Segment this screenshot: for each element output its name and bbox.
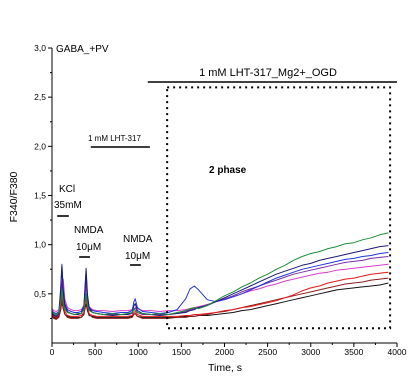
x-tick-label: 500 (88, 347, 102, 357)
trace-line-4 (51, 263, 389, 312)
x-tick-label: 1000 (129, 347, 148, 357)
nmda-1-label: NMDA (74, 225, 104, 236)
y-tick-label: 3,0 (34, 43, 46, 53)
kcl-dose-label: 35mM (54, 200, 82, 211)
x-tick-label: 2000 (215, 347, 234, 357)
nmda-2-dose-label: 10μM (125, 251, 150, 262)
y-tick-label: 1,0 (34, 240, 46, 250)
y-axis-ticks: 0,5 1,0 1,5 2,0 2,5 3,0 (34, 43, 52, 319)
x-tick-label: 0 (50, 347, 55, 357)
nmda-2-label: NMDA (123, 234, 153, 245)
condition-label: GABA_+PV (56, 44, 109, 55)
y-tick-label: 2,5 (34, 92, 46, 102)
y-tick-label: 2,0 (34, 141, 46, 151)
phase-2-region (166, 86, 392, 330)
y-axis-title: F340/F380 (8, 171, 20, 222)
trace-line-1 (51, 282, 389, 319)
y-tick-label: 0,5 (34, 289, 46, 299)
lht-treatment-label: 1 mM LHT-317 (88, 134, 141, 143)
kcl-label: KCl (59, 184, 75, 195)
traces-group (51, 232, 389, 320)
x-tick-label: 1500 (172, 347, 191, 357)
x-tick-label: 3500 (344, 347, 363, 357)
trace-line-8 (51, 232, 389, 315)
x-tick-label: 2500 (258, 347, 277, 357)
x-tick-label: 4000 (388, 347, 407, 357)
phase-2-label: 2 phase (209, 165, 247, 176)
trace-line-2 (51, 277, 389, 320)
y-tick-label: 1,5 (34, 191, 46, 201)
trace-line-3 (51, 271, 389, 318)
ogd-treatment-label: 1 mM LHT-317_Mg2+_OGD (199, 67, 337, 79)
x-tick-label: 3000 (301, 347, 320, 357)
x-axis-ticks: 0 500 1000 1500 2000 2500 3000 3500 4000 (50, 343, 407, 357)
x-axis-title: Time, s (208, 362, 242, 374)
trace-line-6 (51, 252, 389, 314)
nmda-1-dose-label: 10μM (76, 242, 101, 253)
